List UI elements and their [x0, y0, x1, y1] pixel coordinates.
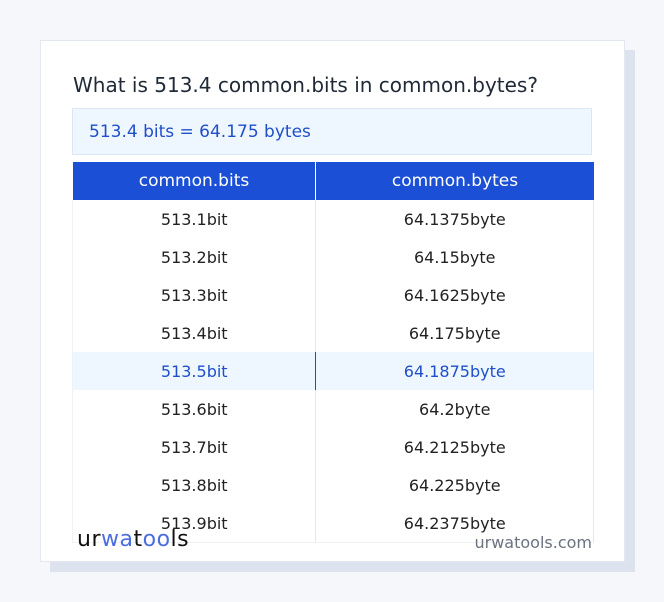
table-row: 513.8bit 64.225byte	[71, 466, 594, 504]
bits-cell: 513.3bit	[71, 276, 317, 314]
table-row: 513.1bit 64.1375byte	[71, 200, 594, 238]
column-header: common.bits	[72, 162, 317, 200]
bits-cell: 513.6bit	[71, 390, 317, 428]
page-title: What is 513.4 common.bits in common.byte…	[73, 73, 538, 97]
table-row: 513.7bit 64.2125byte	[71, 428, 594, 466]
bytes-cell: 64.15byte	[315, 238, 594, 276]
bits-cell: 513.4bit	[71, 314, 317, 352]
bits-cell: 513.5bit	[71, 352, 317, 390]
table-row: 513.9bit 64.2375byte	[71, 504, 594, 543]
bytes-cell: 64.1375byte	[315, 200, 594, 238]
table-row: 513.5bit 64.1875byte	[71, 352, 594, 390]
bytes-cell: 64.1875byte	[315, 352, 594, 390]
site-link[interactable]: urwatools.com	[474, 533, 593, 552]
table-row: 513.2bit 64.15byte	[71, 238, 594, 276]
bytes-cell: 64.2125byte	[315, 428, 594, 466]
bytes-cell: 64.225byte	[315, 466, 594, 504]
bytes-cell: 64.175byte	[315, 314, 594, 352]
table-row: 513.6bit 64.2byte	[71, 390, 594, 428]
urwatools-logo[interactable]: urwatools	[77, 527, 190, 552]
result-box: 513.4 bits = 64.175 bytes	[72, 108, 592, 155]
bits-cell: 513.1bit	[71, 200, 317, 238]
bytes-cell: 64.2byte	[315, 390, 594, 428]
table-row: 513.4bit 64.175byte	[71, 314, 594, 352]
bytes-cell: 64.1625byte	[315, 276, 594, 314]
bytes-cell: 64.2375byte	[315, 504, 594, 543]
converter-card: What is 513.4 common.bits in common.byte…	[40, 40, 625, 562]
column-header: common.bytes	[315, 162, 594, 200]
bits-cell: 513.2bit	[71, 238, 317, 276]
bits-cell: 513.9bit	[71, 504, 317, 543]
bits-cell: 513.8bit	[71, 466, 317, 504]
conversion-table: common.bits common.bytes 513.1bit 64.1375…	[71, 162, 594, 543]
bits-cell: 513.7bit	[71, 428, 317, 466]
table-row: 513.3bit 64.1625byte	[71, 276, 594, 314]
